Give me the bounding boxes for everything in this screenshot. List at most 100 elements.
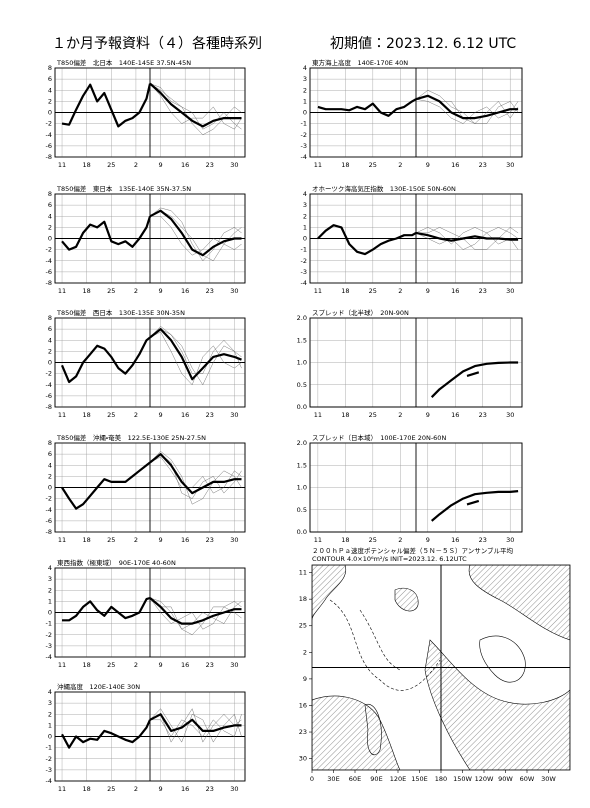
chart-title: T850偏差 沖縄・奄美 122.5E-130E 25N-27.5N xyxy=(56,433,206,442)
series-line xyxy=(466,499,480,506)
x-tick-label: 30 xyxy=(506,536,514,544)
x-tick-label: 11 xyxy=(58,411,66,419)
y-tick-label: 6 xyxy=(48,325,52,333)
contour-shading xyxy=(312,565,570,770)
x-tick-label: 18 xyxy=(341,411,349,419)
x-tick-label: 9 xyxy=(426,536,430,544)
x-tick-label: 30 xyxy=(230,411,238,419)
x-tick-label: 2 xyxy=(134,661,138,669)
x-tick-label: 11 xyxy=(58,161,66,169)
x-tick-label: 25 xyxy=(107,785,115,793)
y-tick-label: 0 xyxy=(48,235,52,243)
y-tick-label: 1.5 xyxy=(297,336,307,344)
x-tick-label: 18 xyxy=(341,161,349,169)
y-tick-label: 3 xyxy=(303,75,307,83)
x-tick-label: 60E xyxy=(349,775,361,783)
x-tick-label: 30 xyxy=(506,287,514,295)
y-tick-label: 0.5 xyxy=(297,381,307,389)
y-tick-label: 0 xyxy=(303,109,307,117)
y-tick-label: 3 xyxy=(48,699,52,707)
y-tick-label: -4 xyxy=(46,131,52,139)
series-line xyxy=(466,371,480,377)
y-tick-label: -2 xyxy=(46,370,52,378)
x-tick-label: 30E xyxy=(327,775,339,783)
y-tick-label: 0.5 xyxy=(297,506,307,514)
chart-subtitle: CONTOUR 4.0×10⁶m²/s INIT=2023.12. 6.12UT… xyxy=(312,555,467,563)
x-tick-label: 11 xyxy=(58,536,66,544)
y-tick-label: 0 xyxy=(48,484,52,492)
y-tick-label: -1 xyxy=(46,744,52,752)
plot-border xyxy=(54,193,246,284)
x-tick-label: 11 xyxy=(58,785,66,793)
x-tick-label: 30 xyxy=(230,785,238,793)
chart-title: 沖縄高度 120E-140E 30N xyxy=(57,682,140,691)
y-tick-label: 0.0 xyxy=(297,403,307,411)
y-tick-label: -6 xyxy=(46,268,52,276)
y-tick-label: 2 xyxy=(48,97,52,105)
x-tick-label: 16 xyxy=(181,661,189,669)
y-tick-label: 1 xyxy=(48,721,52,729)
x-tick-label: 120E xyxy=(390,775,407,783)
x-tick-label: 23 xyxy=(479,161,487,169)
y-tick-label: 8 xyxy=(48,314,52,322)
series-line xyxy=(416,227,519,250)
y-tick-label: 2 xyxy=(48,710,52,718)
x-tick-label: 16 xyxy=(181,536,189,544)
x-tick-label: 25 xyxy=(369,287,377,295)
x-tick-label: 2 xyxy=(398,536,402,544)
y-tick-label: -1 xyxy=(301,120,307,128)
plot-border xyxy=(54,317,246,408)
y-tick-label: 3 xyxy=(303,201,307,209)
x-tick-label: 11 xyxy=(58,287,66,295)
y-tick-label: 4 xyxy=(48,688,52,696)
series-line xyxy=(149,209,242,257)
x-tick-label: 11 xyxy=(314,287,322,295)
y-tick-label: 3 xyxy=(48,575,52,583)
x-tick-label: 16 xyxy=(451,161,459,169)
y-tick-label: -1 xyxy=(46,620,52,628)
x-tick-label: 25 xyxy=(107,287,115,295)
plot-border xyxy=(311,564,571,771)
y-tick-label: -2 xyxy=(46,755,52,763)
series-line xyxy=(149,597,242,630)
init-time: 初期値：2023.12. 6.12 UTC xyxy=(330,36,516,52)
x-tick-label: 16 xyxy=(451,287,459,295)
chart-title: T850偏差 北日本 140E-145E 37.5N-45N xyxy=(56,58,191,67)
x-tick-label: 23 xyxy=(206,161,214,169)
series-line xyxy=(61,215,152,251)
x-tick-label: 2 xyxy=(398,287,402,295)
plot-border xyxy=(54,442,246,533)
series-line xyxy=(415,231,519,242)
series-line xyxy=(149,326,242,385)
series-line xyxy=(415,227,519,250)
x-tick-label: 9 xyxy=(158,661,162,669)
x-tick-label: 18 xyxy=(83,161,91,169)
page-title: １か月予報資料（４）各種時系列 xyxy=(52,36,262,52)
series-line xyxy=(149,456,242,494)
y-tick-label: 2 xyxy=(303,212,307,220)
series-line xyxy=(149,713,242,732)
y-tick-label: 1.5 xyxy=(297,461,307,469)
y-tick-label: 8 xyxy=(48,190,52,198)
series-line xyxy=(62,596,151,622)
y-tick-label: 4 xyxy=(48,212,52,220)
x-tick-label: 25 xyxy=(107,536,115,544)
x-tick-label: 9 xyxy=(158,785,162,793)
x-tick-label: 30 xyxy=(506,161,514,169)
y-tick-label: 0 xyxy=(303,235,307,243)
x-tick-label: 11 xyxy=(314,161,322,169)
y-tick-label: -6 xyxy=(46,517,52,525)
y-tick-label: 6 xyxy=(48,75,52,83)
series-line xyxy=(61,83,152,128)
x-tick-label: 60W xyxy=(520,775,535,783)
y-tick-label: 6 xyxy=(48,450,52,458)
x-tick-label: 16 xyxy=(181,161,189,169)
y-tick-label: -2 xyxy=(46,246,52,254)
x-tick-label: 11 xyxy=(314,411,322,419)
x-tick-label: 9 xyxy=(426,287,430,295)
chart-title: スプレッド（北半球） 20N-90N xyxy=(312,308,409,317)
series-line xyxy=(61,461,151,510)
y-tick-label: 2 xyxy=(48,472,52,480)
series-line xyxy=(149,453,242,495)
x-tick-label: 2 xyxy=(134,161,138,169)
